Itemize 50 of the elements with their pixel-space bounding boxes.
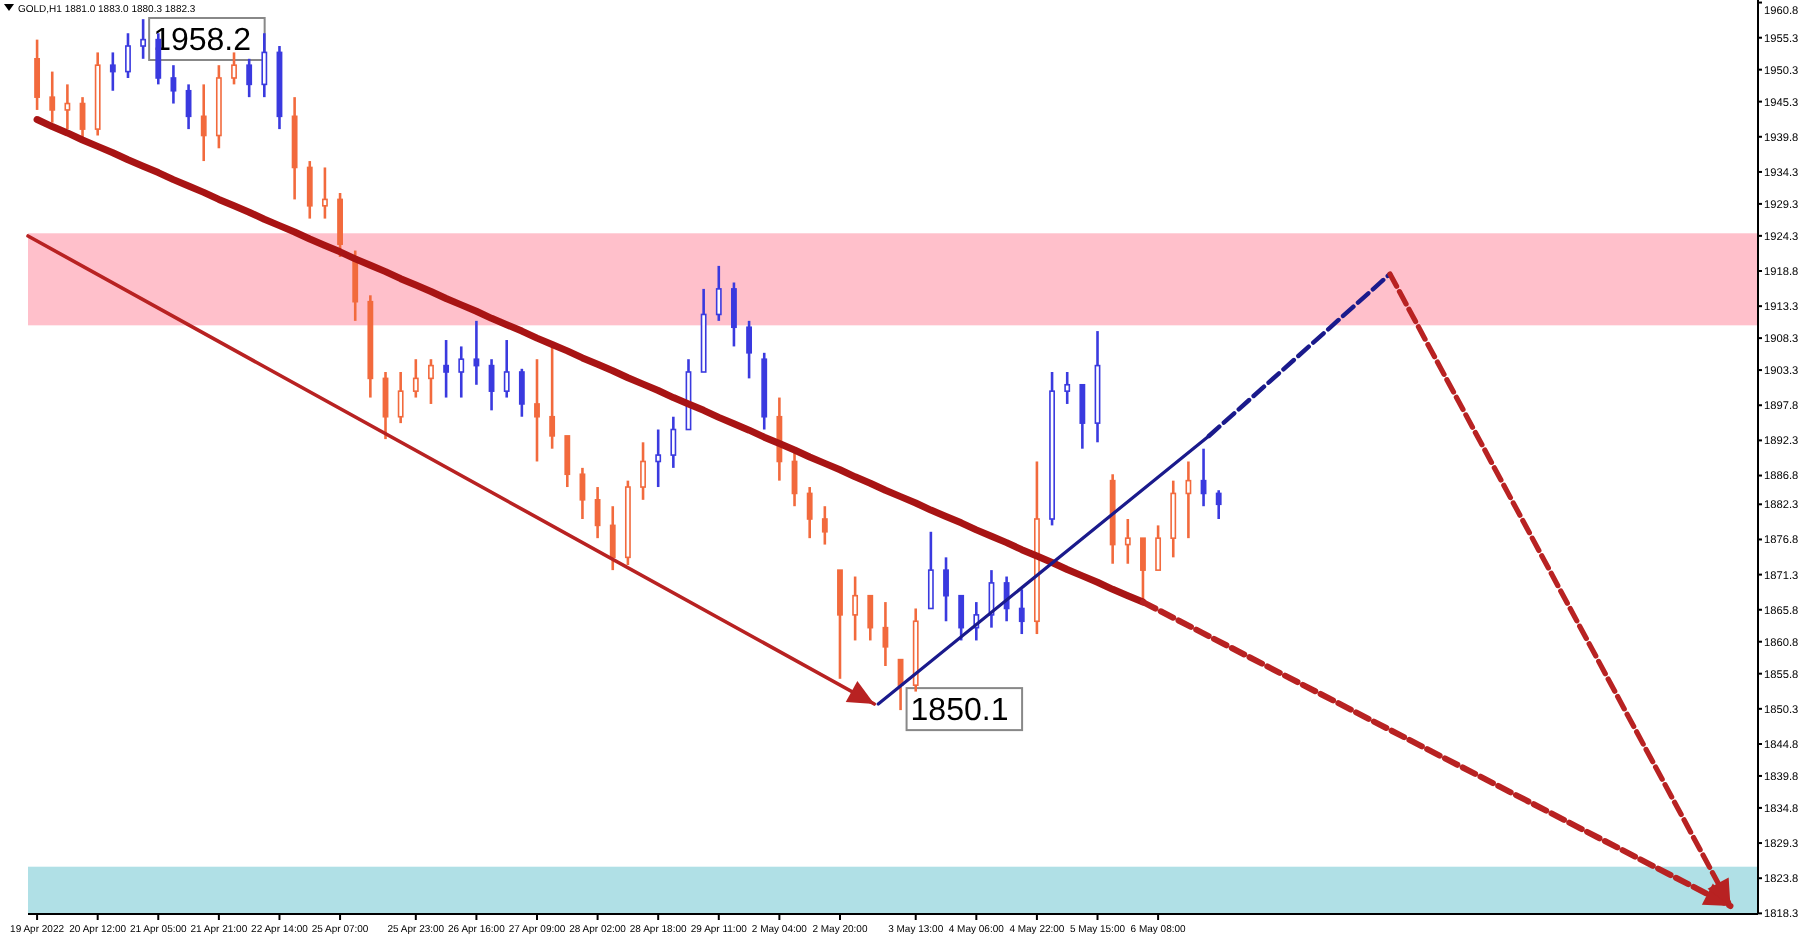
candlestick — [64, 83, 71, 131]
candlestick — [458, 345, 465, 399]
candlestick — [746, 319, 753, 380]
candlestick — [503, 338, 510, 399]
candlestick — [1155, 524, 1162, 572]
candlestick — [1185, 460, 1192, 540]
candlestick — [1079, 383, 1086, 450]
candlestick — [109, 51, 116, 93]
candlestick — [731, 281, 737, 348]
candlestick — [518, 367, 525, 419]
candlestick — [564, 434, 571, 489]
candlestick — [640, 441, 646, 502]
line-series — [33, 116, 1147, 606]
candlestick — [397, 370, 404, 425]
candlestick — [170, 63, 177, 105]
candlestick — [473, 319, 480, 387]
candlestick — [867, 594, 874, 642]
candlestick — [655, 428, 662, 489]
candlestick — [1124, 517, 1131, 566]
candlestick — [806, 485, 813, 540]
candlestick — [579, 466, 586, 521]
candlestick — [837, 568, 843, 681]
candlestick — [609, 504, 616, 572]
candlestick — [337, 191, 343, 259]
candlestick — [322, 166, 328, 220]
candlestick — [1064, 370, 1071, 406]
candlestick — [715, 264, 722, 323]
candlestick — [670, 415, 677, 470]
candlestick — [200, 83, 207, 163]
candlestick — [306, 159, 313, 220]
candlestick — [943, 556, 949, 623]
candlestick — [594, 485, 601, 540]
candlestick — [428, 357, 434, 406]
candlestick — [958, 594, 965, 642]
candlestick — [412, 357, 419, 399]
candlestick — [1140, 536, 1146, 604]
candlestick — [1170, 479, 1177, 559]
candlestick — [821, 504, 828, 546]
candlestick — [34, 38, 41, 112]
annotation: 1850.1 — [910, 694, 1009, 729]
candlestick — [927, 530, 934, 610]
candlestick — [1018, 588, 1025, 636]
candlestick — [443, 338, 450, 399]
candlestick — [246, 57, 253, 99]
candlestick — [1215, 488, 1222, 521]
candlestick — [534, 357, 540, 463]
candlestick — [49, 70, 56, 125]
candlestick — [125, 31, 131, 80]
candlestick — [852, 575, 859, 642]
candlestick — [549, 345, 556, 450]
